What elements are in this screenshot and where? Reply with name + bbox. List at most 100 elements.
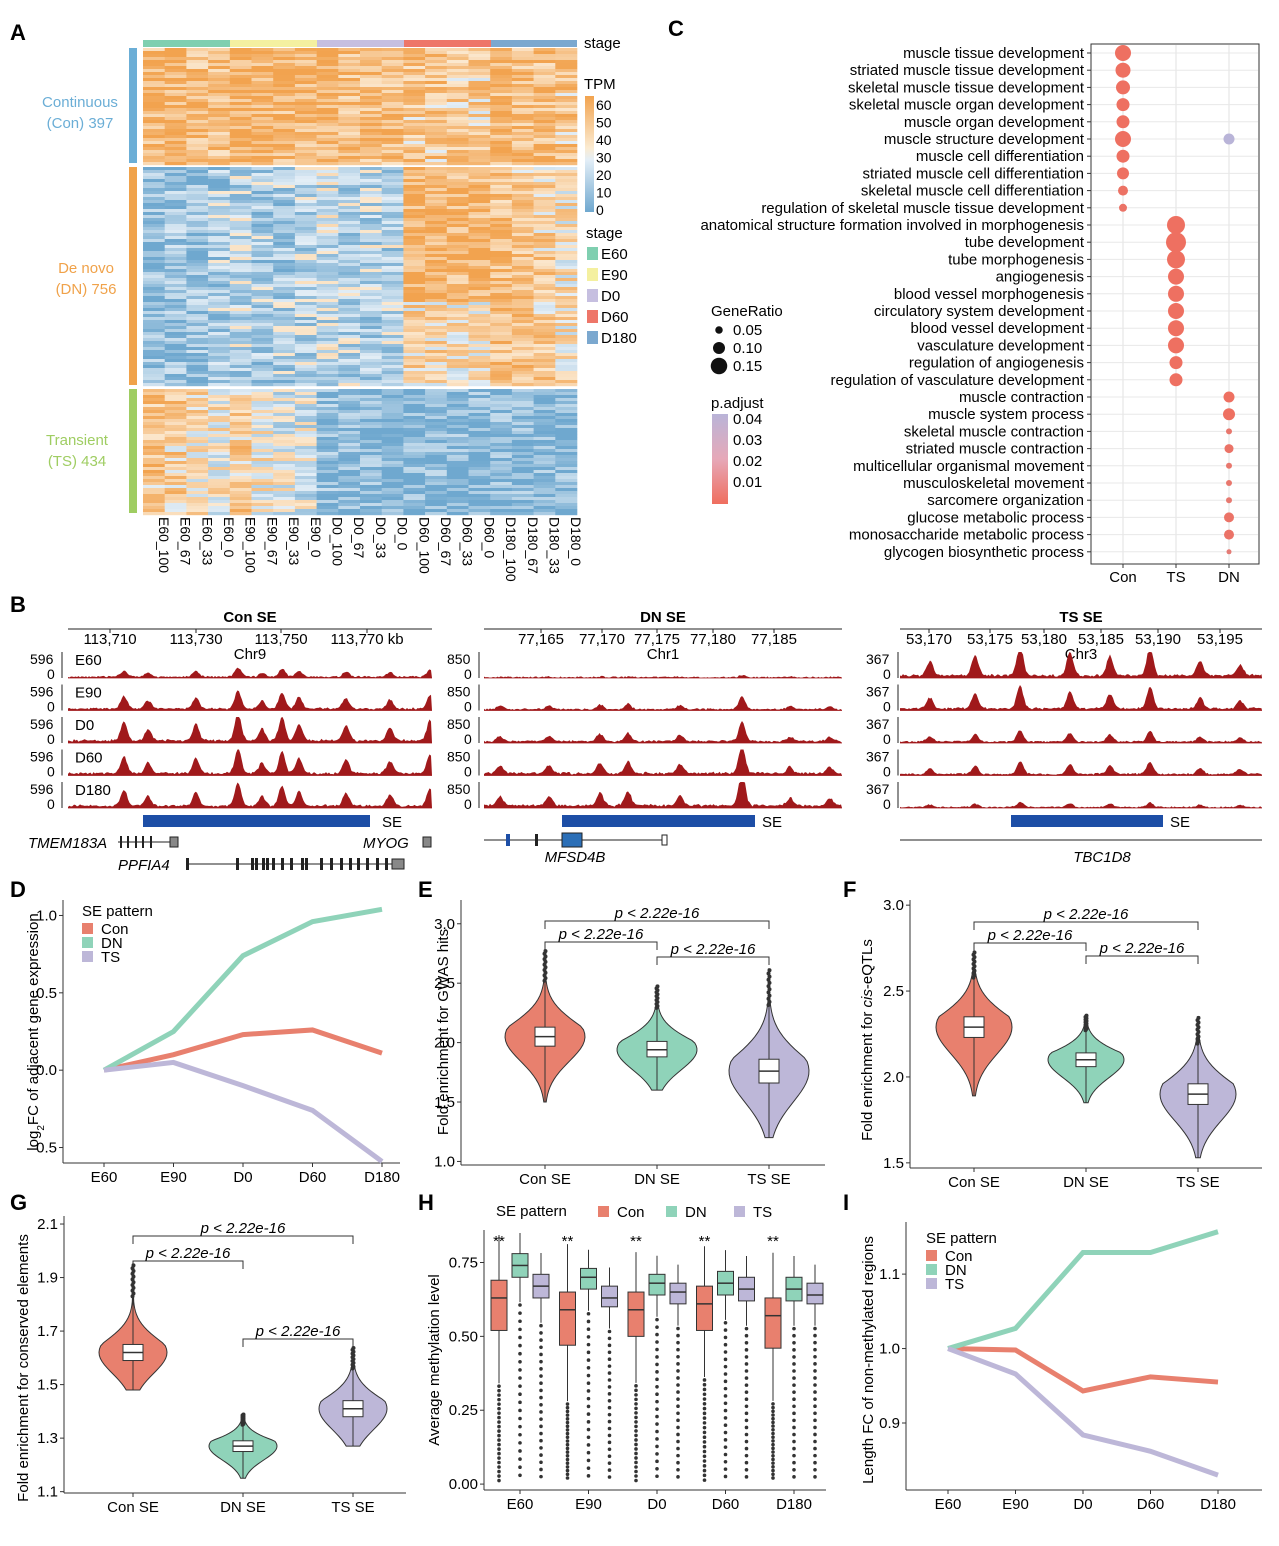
heatmap-cell (338, 398, 361, 402)
heatmap-cell (533, 329, 556, 333)
heatmap-cell (381, 275, 404, 279)
heatmap-cell (533, 500, 556, 504)
heatmap-cell (316, 75, 339, 79)
heatmap-cell (511, 263, 534, 267)
heatmap-cell (229, 141, 252, 145)
heatmap-cell (164, 488, 187, 492)
heatmap-cell (164, 311, 187, 315)
heatmap-cell (208, 422, 231, 426)
heatmap-cell (294, 314, 317, 318)
heatmap-cell (533, 476, 556, 480)
heatmap-cell (251, 368, 274, 372)
heatmap-cell (316, 398, 339, 402)
heatmap-cell (490, 461, 513, 465)
heatmap-cell (403, 230, 426, 234)
heatmap-cell (294, 99, 317, 103)
heatmap-cell (251, 284, 274, 288)
track-signal (900, 801, 1262, 808)
heatmap-cell (143, 266, 165, 270)
heatmap-cell (360, 108, 382, 112)
heatmap-cell (208, 341, 231, 345)
heatmap-cell (294, 299, 317, 303)
heatmap-cell (446, 479, 469, 483)
heatmap-cell (425, 266, 448, 270)
heatmap-cell (490, 335, 513, 339)
heatmap-cell (186, 329, 209, 333)
track-scale-max: 850 (447, 684, 471, 700)
heatmap-cell (294, 368, 317, 372)
heatmap-cell (381, 473, 404, 477)
heatmap-cell (360, 374, 382, 378)
heatmap-cell (533, 290, 556, 294)
heatmap-cell (403, 455, 426, 459)
heatmap-cell (490, 380, 513, 384)
heatmap-cell (143, 185, 165, 189)
go-term-label: skeletal muscle organ development (849, 97, 1085, 114)
heatmap-cell (511, 419, 534, 423)
go-term-label: muscle contraction (959, 389, 1084, 406)
heatmap-cell (555, 120, 578, 124)
heatmap-cell (186, 173, 209, 177)
heatmap-cell (273, 236, 296, 240)
heatmap-cell (555, 506, 578, 510)
heatmap-cell (403, 371, 426, 375)
heatmap-cell (316, 206, 339, 210)
heatmap-cell (251, 126, 274, 130)
heatmap-cell (164, 371, 187, 375)
heatmap-cell (425, 308, 448, 312)
heatmap-cell (143, 320, 165, 324)
heatmap-column-label: E90_0 (308, 517, 324, 558)
heatmap-cell (381, 105, 404, 109)
heatmap-cell (511, 296, 534, 300)
heatmap-cell (251, 299, 274, 303)
heatmap-cell (533, 359, 556, 363)
heatmap-cell (468, 443, 491, 447)
heatmap-cell (316, 150, 339, 154)
heatmap-cell (381, 251, 404, 255)
box-outlier (744, 1355, 749, 1359)
heatmap-cell (381, 299, 404, 303)
heatmap-cell (468, 374, 491, 378)
heatmap-cell (490, 308, 513, 312)
heatmap-cell (251, 269, 274, 273)
heatmap-cell (229, 138, 252, 142)
heatmap-cell (511, 176, 534, 180)
go-dot (1168, 303, 1184, 319)
heatmap-cell (490, 153, 513, 157)
heatmap-cell (403, 497, 426, 501)
heatmap-cell (164, 224, 187, 228)
box-outlier (565, 1402, 570, 1406)
heatmap-cell (273, 299, 296, 303)
panel-letter-a: A (10, 20, 26, 45)
heatmap-cell (208, 428, 231, 432)
heatmap-cell (251, 117, 274, 121)
heatmap-cell (273, 341, 296, 345)
box-outlier (634, 1397, 638, 1402)
heatmap-cell (208, 395, 231, 399)
box-outlier (565, 1457, 570, 1462)
heatmap-cell (186, 281, 209, 285)
heatmap-cell (338, 374, 361, 378)
heatmap-cell (490, 413, 513, 417)
heatmap-cell (490, 482, 513, 486)
heatmap-cell (533, 176, 556, 180)
heatmap-cell (208, 431, 231, 435)
heatmap-cell (251, 392, 274, 396)
heatmap-cell (251, 176, 274, 180)
heatmap-cell (294, 272, 317, 276)
heatmap-cell (229, 51, 252, 55)
heatmap-cell (555, 123, 578, 127)
heatmap-cell (294, 84, 317, 88)
heatmap-cell (251, 227, 274, 231)
heatmap-cell (186, 153, 209, 157)
go-term-label: tube morphogenesis (948, 251, 1084, 268)
se-region-label: SE (1170, 814, 1190, 831)
heatmap-cell (251, 209, 274, 213)
heatmap-cell (425, 167, 448, 171)
heatmap-cell (490, 299, 513, 303)
track-scale-max: 367 (866, 684, 890, 700)
heatmap-cell (381, 287, 404, 291)
heatmap-cell (338, 215, 361, 219)
